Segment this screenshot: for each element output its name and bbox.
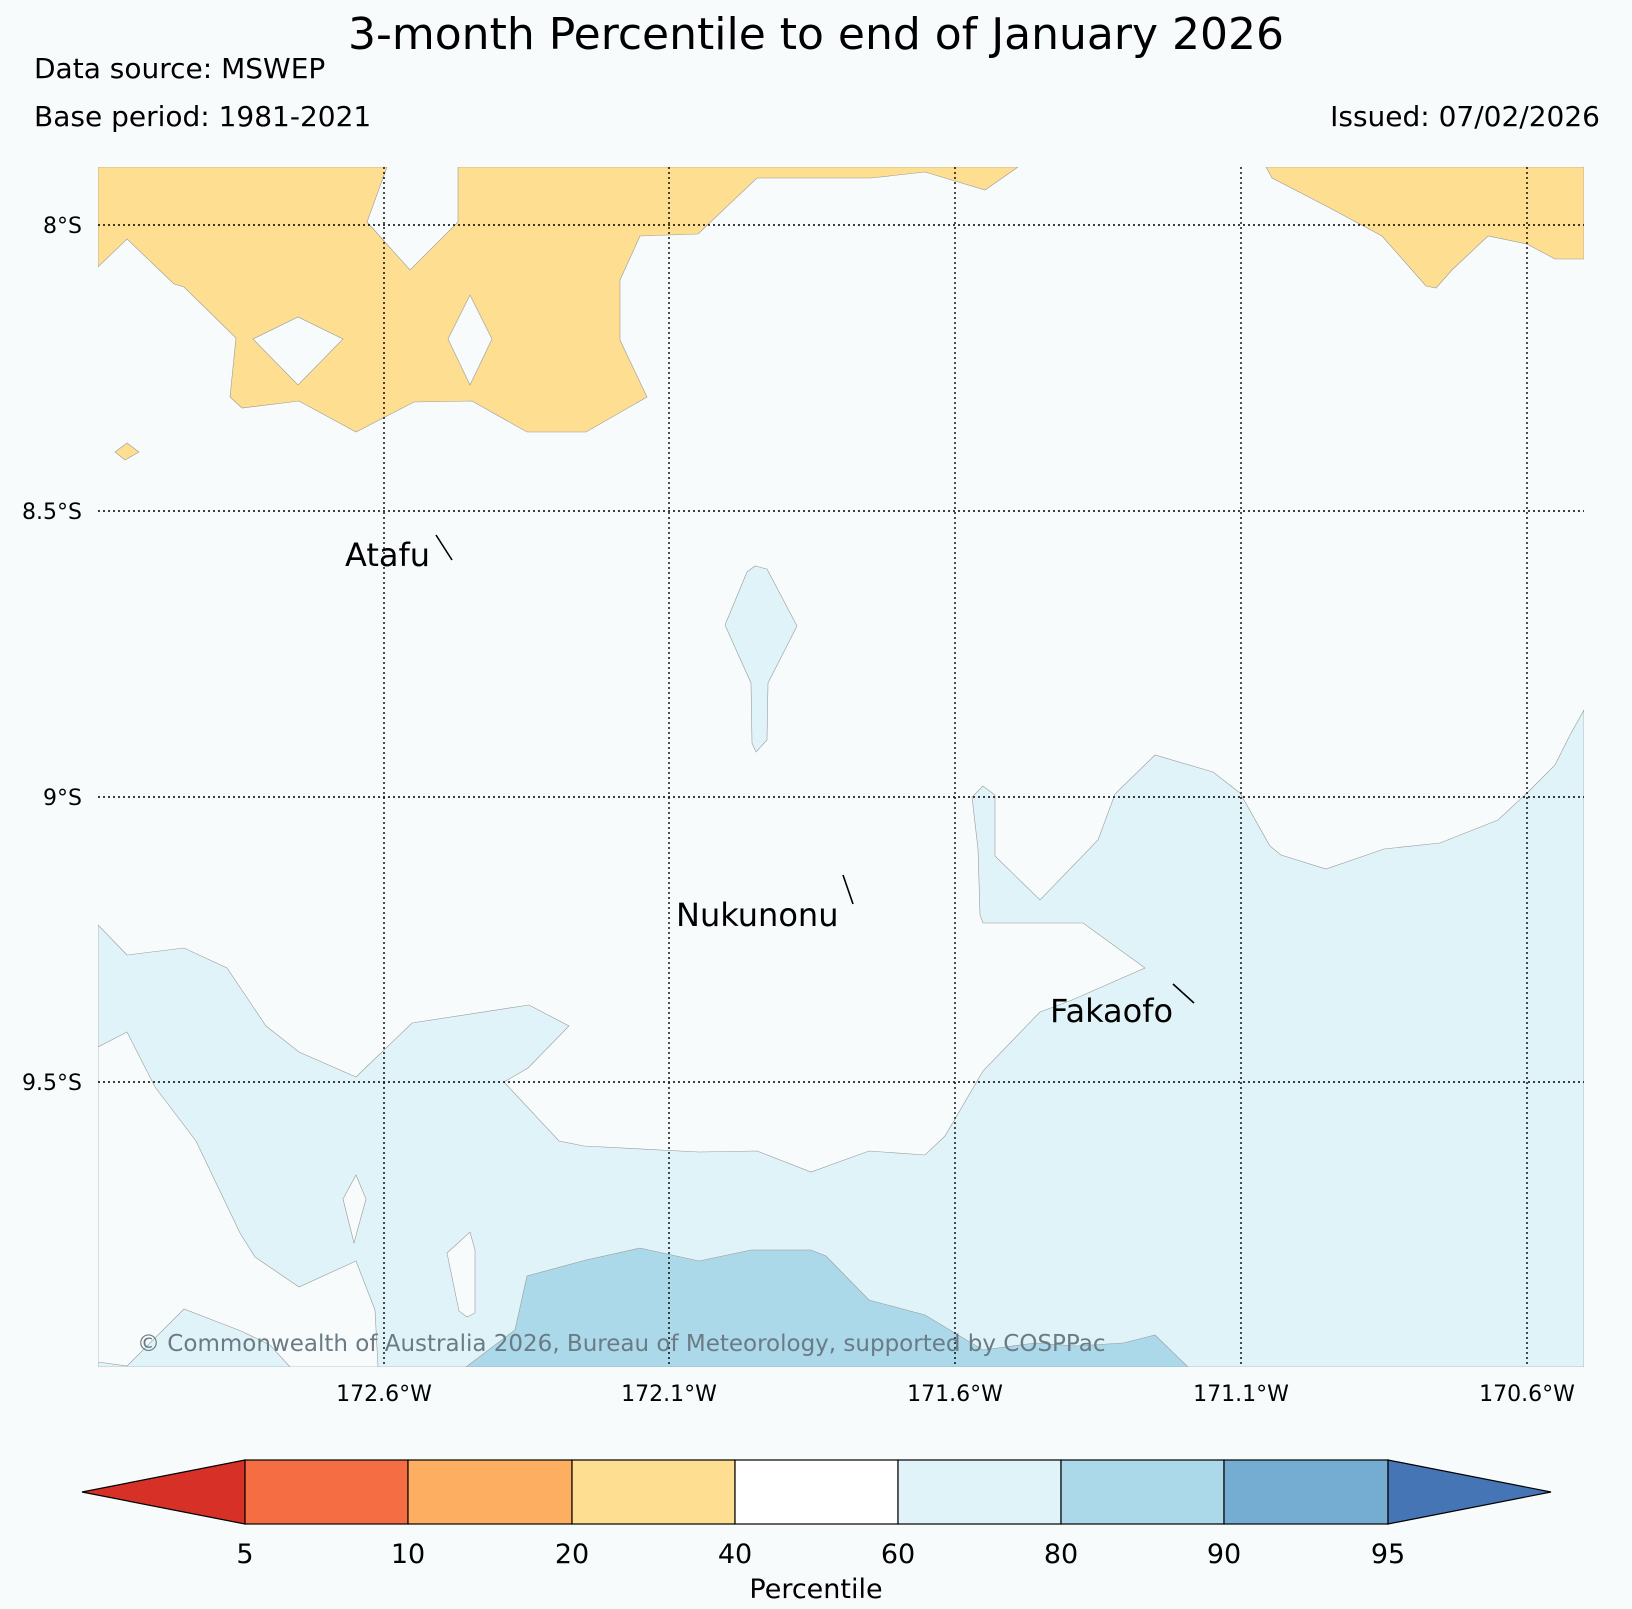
colorbar-bin-10-20	[407, 1459, 573, 1525]
region-yellow-islet	[114, 442, 140, 461]
lat-label-9-5s: 9.5°S	[22, 1071, 82, 1096]
lat-label-8-5s: 8.5°S	[22, 500, 82, 525]
percentile-80-90-region	[465, 1247, 1189, 1367]
colorbar-ticks: 5 10 20 40 60 80 90 95	[236, 1539, 1405, 1570]
colorbar-low-extension	[81, 1459, 246, 1525]
colorbar-bin-5-10	[244, 1459, 409, 1525]
lat-label-8s: 8°S	[43, 214, 82, 239]
atafu-marker	[435, 534, 453, 561]
island-markers	[435, 534, 1195, 1004]
lat-label-9s: 9°S	[43, 786, 82, 811]
colorbar-bin-20-40	[571, 1459, 736, 1525]
data-source-label: Data source: MSWEP	[34, 52, 326, 85]
lon-label-171-6w: 171.6°W	[907, 1382, 1003, 1407]
colorbar-bin-60-80	[897, 1459, 1062, 1525]
percentile-20-40-region	[98, 167, 1584, 461]
fakaofo-marker	[1172, 983, 1195, 1004]
nukunonu-marker	[842, 874, 854, 905]
place-label-atafu: Atafu	[345, 536, 430, 574]
lon-label-171-1w: 171.1°W	[1193, 1382, 1289, 1407]
lon-label-172-1w: 172.1°W	[621, 1382, 717, 1407]
colorbar-bin-40-60	[734, 1459, 899, 1525]
region-yellow-northeast	[1265, 167, 1584, 289]
colorbar-tick-10: 10	[391, 1539, 425, 1570]
region-white-hole-2	[446, 1231, 476, 1318]
latitude-labels: 8°S 8.5°S 9°S 9.5°S	[22, 214, 82, 1096]
percentile-40-60-holes	[98, 1031, 476, 1367]
place-label-fakaofo: Fakaofo	[1050, 992, 1173, 1030]
colorbar-tick-40: 40	[718, 1539, 752, 1570]
colorbar-tick-60: 60	[881, 1539, 915, 1570]
map-plot-area: Atafu Nukunonu Fakaofo © Commonwealth of…	[98, 167, 1584, 1367]
colorbar-bin-90-95	[1223, 1459, 1389, 1525]
region-mediumblue-south	[465, 1247, 1189, 1367]
copyright-notice: © Commonwealth of Australia 2026, Bureau…	[137, 1331, 1106, 1357]
base-period-label: Base period: 1981-2021	[34, 100, 372, 133]
colorbar-tick-20: 20	[555, 1539, 589, 1570]
colorbar-tick-80: 80	[1044, 1539, 1078, 1570]
lon-label-170-6w: 170.6°W	[1479, 1382, 1575, 1407]
map-title: 3-month Percentile to end of January 202…	[348, 9, 1284, 60]
colorbar: 5 10 20 40 60 80 90 95 Percentile	[81, 1459, 1552, 1605]
region-lightblue-central-islet	[724, 565, 798, 753]
longitude-labels: 172.6°W 172.1°W 171.6°W 171.1°W 170.6°W	[336, 1382, 1575, 1407]
place-label-nukunonu: Nukunonu	[676, 896, 838, 934]
colorbar-bin-80-90	[1060, 1459, 1225, 1525]
graticule	[98, 167, 1584, 1367]
colorbar-title: Percentile	[749, 1574, 882, 1605]
region-lightblue-south	[98, 709, 1584, 1367]
colorbar-tick-90: 90	[1207, 1539, 1241, 1570]
lon-label-172-6w: 172.6°W	[336, 1382, 432, 1407]
percentile-60-80-region	[98, 565, 1584, 1367]
issued-date-label: Issued: 07/02/2026	[1330, 100, 1600, 133]
region-white-southwest	[98, 1031, 379, 1367]
colorbar-tick-95: 95	[1371, 1539, 1405, 1570]
region-white-hole-1	[342, 1174, 367, 1245]
colorbar-high-extension	[1387, 1459, 1552, 1525]
colorbar-tick-5: 5	[236, 1539, 253, 1570]
region-yellow-northwest	[98, 167, 1019, 433]
